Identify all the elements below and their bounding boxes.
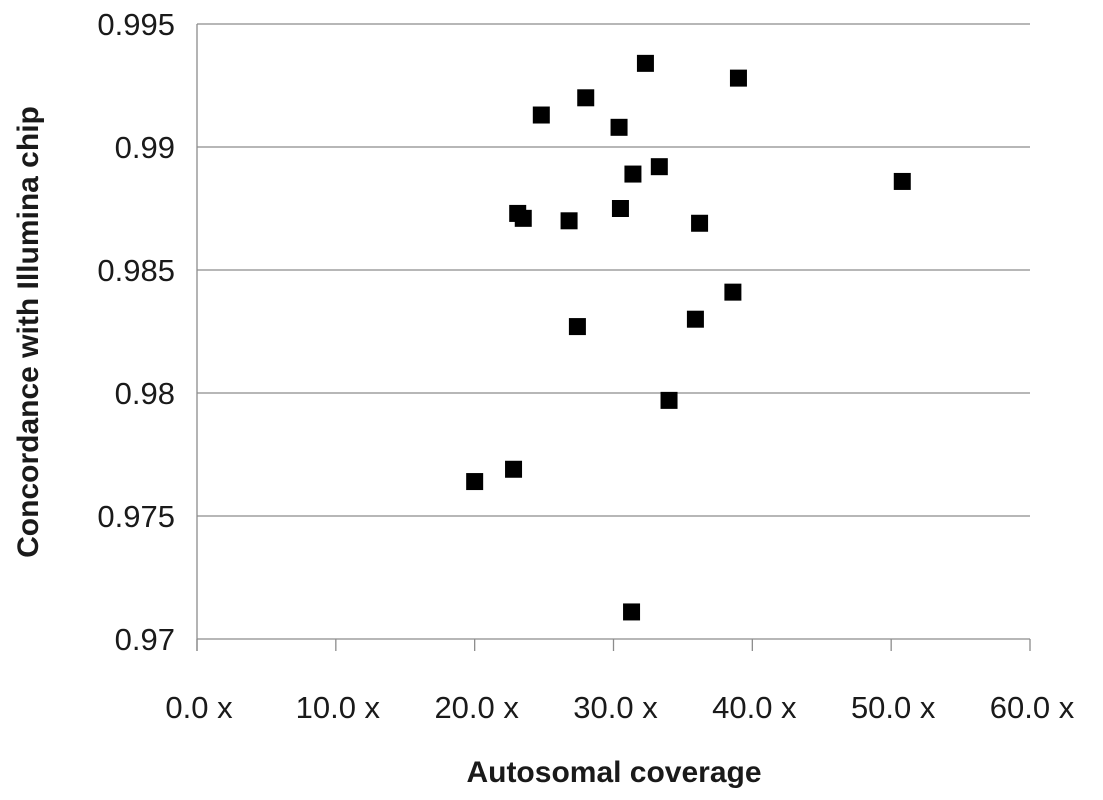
gridlines: [197, 23, 1030, 517]
data-point: [686, 310, 704, 328]
y-tick-label: 0.97: [115, 622, 175, 657]
y-tick-label: 0.975: [97, 499, 175, 534]
data-point: [532, 106, 550, 124]
x-axis-title: Autosomal coverage: [466, 756, 761, 789]
data-point: [624, 165, 642, 183]
data-point: [610, 118, 628, 136]
data-point: [611, 200, 629, 217]
data-points: [466, 54, 911, 621]
data-point: [636, 54, 654, 72]
data-point: [514, 209, 532, 227]
data-point: [729, 69, 747, 87]
y-tick-label: 0.99: [115, 130, 175, 165]
x-tick-label: 10.0 x: [296, 690, 381, 725]
y-tick-label: 0.98: [115, 376, 175, 411]
x-tick-label: 40.0 x: [712, 690, 797, 725]
data-point: [466, 473, 484, 491]
data-point: [691, 214, 709, 232]
x-tick-label: 50.0 x: [851, 690, 936, 725]
y-tick-label: 0.995: [97, 7, 175, 42]
x-tick-label: 20.0 x: [434, 690, 519, 725]
x-tick-label: 60.0 x: [990, 690, 1075, 725]
y-tick-label: 0.985: [97, 253, 175, 288]
data-point: [623, 603, 641, 621]
data-point: [724, 283, 742, 301]
x-tick-label: 30.0 x: [573, 690, 658, 725]
data-point: [893, 172, 911, 190]
data-point: [560, 212, 578, 230]
x-axis-tick-labels: 0.0 x 10.0 x 20.0 x 30.0 x 40.0 x 50.0 x 60.0 …: [165, 690, 1074, 725]
y-axis-title: Concordance with Illumina chip: [12, 106, 45, 558]
data-point: [650, 158, 668, 176]
axes: [196, 24, 1031, 651]
data-point: [660, 391, 678, 409]
data-point: [568, 318, 586, 336]
data-point: [577, 89, 595, 107]
y-axis-tick-labels: 0.97 0.975 0.98 0.985 0.99 0.995: [97, 7, 175, 657]
data-point: [505, 460, 523, 478]
x-tick-label: 0.0 x: [165, 690, 233, 725]
